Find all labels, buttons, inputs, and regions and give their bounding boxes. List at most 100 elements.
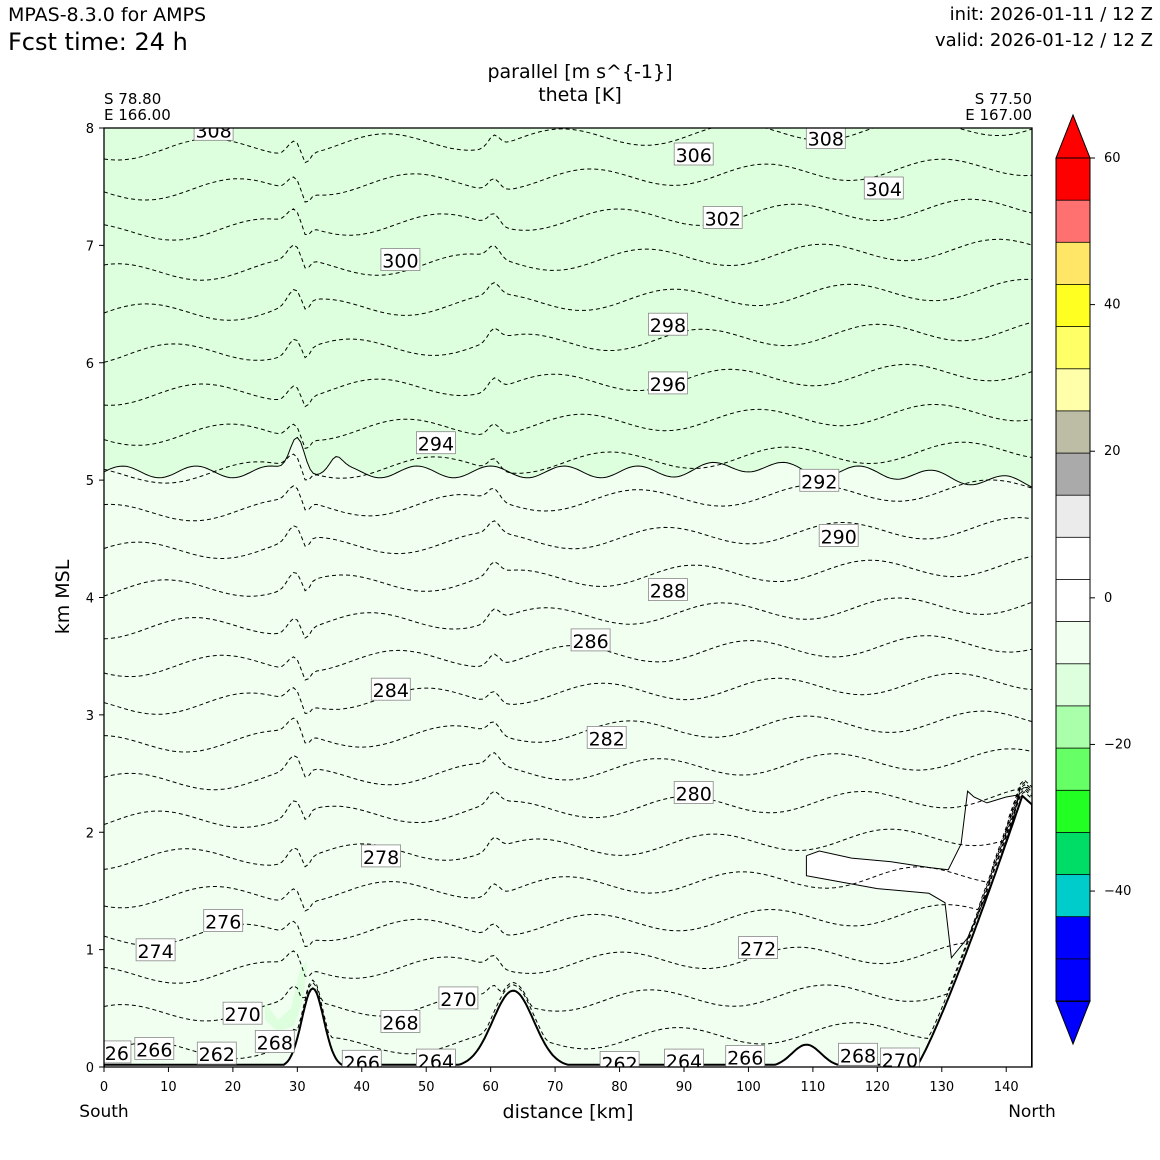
contour-label: 286 xyxy=(572,631,608,653)
contour-label-box xyxy=(438,986,479,1010)
colorbar-tick-label: 60 xyxy=(1104,151,1121,166)
contour-label-box xyxy=(135,938,176,962)
contour-label: 26 xyxy=(105,1043,129,1065)
chart-title: parallel [m s^{-1}] xyxy=(487,61,672,83)
contour-label-box xyxy=(805,128,846,149)
contour-label-box xyxy=(415,431,456,455)
contour-label-box xyxy=(570,628,611,652)
contour-label-box xyxy=(222,1001,263,1025)
contour-label: 262 xyxy=(601,1054,637,1076)
contour-label: 264 xyxy=(418,1051,454,1073)
contour-label-box xyxy=(648,371,688,395)
contour-label-box xyxy=(818,524,859,547)
contour-label: 304 xyxy=(866,179,902,201)
colorbar-bin xyxy=(1055,874,1091,918)
theta-contour-line xyxy=(104,238,1032,281)
contour-label-box xyxy=(648,578,688,601)
colorbar-bin xyxy=(1055,410,1091,454)
colorbar-bin xyxy=(1055,916,1091,960)
wind-contour-upper xyxy=(104,436,1032,488)
start-lon: E 166.00 xyxy=(104,106,171,124)
theta-contour-line xyxy=(104,278,1032,321)
x-tick-label: 10 xyxy=(160,1080,177,1095)
contour-label-box xyxy=(673,781,714,804)
theta-contour-line xyxy=(104,779,1032,870)
x-axis-ticks: 0 10 20 30 40 50 60 70 80 90 100 110 120 130 140 xyxy=(100,1067,1019,1095)
forecast-time: Fcst time: 24 h xyxy=(8,28,188,56)
contour-label: 276 xyxy=(205,912,241,934)
contour-label: 262 xyxy=(199,1044,235,1066)
contour-label: 270 xyxy=(224,1004,260,1026)
contour-label-box xyxy=(648,312,688,336)
theta-contour-line xyxy=(104,597,1032,640)
contour-label-box xyxy=(104,1040,132,1064)
x-tick-label: 110 xyxy=(800,1080,825,1095)
contour-label: 306 xyxy=(676,145,712,167)
colorbar-tick-label: −40 xyxy=(1104,884,1131,899)
theta-contour-line xyxy=(104,404,1032,450)
contour-label-box xyxy=(193,128,234,141)
contour-label: 284 xyxy=(373,680,409,702)
contour-label: 280 xyxy=(676,784,712,806)
theta-contour-line xyxy=(104,786,1032,828)
contour-label: 274 xyxy=(137,941,173,963)
contour-label: 264 xyxy=(666,1051,702,1073)
contour-label-box xyxy=(725,1045,766,1067)
north-jet-region xyxy=(806,791,1020,958)
contour-label: 278 xyxy=(363,847,399,869)
x-tick-label: 70 xyxy=(547,1080,564,1095)
contour-label-box xyxy=(738,936,778,959)
y-tick-label: 7 xyxy=(86,239,94,254)
theta-contour-line xyxy=(104,748,1032,791)
theta-contour-line xyxy=(104,635,1032,681)
contour-label: 266 xyxy=(727,1048,763,1070)
theta-contour-line xyxy=(104,517,1032,559)
x-tick-label: 60 xyxy=(482,1080,499,1095)
x-axis-label: distance [km] xyxy=(503,1101,634,1123)
y-tick-label: 0 xyxy=(86,1061,94,1076)
contour-label: 300 xyxy=(382,251,418,273)
x-tick-label: 90 xyxy=(676,1080,693,1095)
colorbar-bin xyxy=(1055,494,1091,539)
x-tick-label: 120 xyxy=(865,1080,890,1095)
theta-contour-line xyxy=(104,321,1032,363)
y-tick-label: 5 xyxy=(86,474,94,489)
contour-label: 290 xyxy=(821,527,857,549)
contour-label-box xyxy=(415,1048,456,1067)
y-axis-ticks: 0 1 2 3 4 5 6 7 8 xyxy=(86,122,104,1076)
x-tick-label: 140 xyxy=(994,1080,1019,1095)
contour-label: 288 xyxy=(650,581,686,603)
theta-contour-labels: 308 308 306 304 302 300 298 296 294 292 290 288 286 2… xyxy=(104,120,920,1076)
colorbar-bin xyxy=(1055,326,1091,370)
chart-subtitle: theta [K] xyxy=(538,84,622,106)
colorbar-tick-label: 40 xyxy=(1104,298,1121,313)
y-tick-label: 8 xyxy=(86,122,94,137)
colorbar-bin xyxy=(1055,832,1091,876)
theta-contour-line xyxy=(104,786,1032,984)
colorbar-bin xyxy=(1055,536,1091,581)
theta-contour-line xyxy=(104,158,1032,203)
contour-label: 298 xyxy=(650,315,686,337)
plot-area: 308 308 306 304 302 300 298 296 294 292 290 288 286 2… xyxy=(104,120,1032,1076)
upper-wind-band xyxy=(104,128,1032,488)
contour-label-box xyxy=(361,844,402,868)
contour-label: 266 xyxy=(344,1052,380,1074)
theta-contour-line xyxy=(104,128,1032,164)
contour-label: 308 xyxy=(195,120,231,142)
colorbar-bin xyxy=(1055,663,1091,707)
contour-label: 270 xyxy=(882,1050,918,1072)
theta-contour-line xyxy=(104,672,1032,715)
x-tick-label: 100 xyxy=(736,1080,761,1095)
y-tick-label: 3 xyxy=(86,709,94,724)
x-tick-label: 50 xyxy=(418,1080,435,1095)
y-tick-label: 2 xyxy=(86,826,94,841)
colorbar-bin xyxy=(1055,579,1091,623)
contour-label-box xyxy=(380,1010,421,1033)
model-title: MPAS-8.3.0 for AMPS xyxy=(8,4,207,26)
contour-label: 266 xyxy=(136,1039,172,1061)
colorbar-bin xyxy=(1055,621,1091,665)
contour-label: 302 xyxy=(705,208,741,230)
x-tick-label: 0 xyxy=(100,1080,108,1095)
green-wind-patch xyxy=(265,961,307,1032)
